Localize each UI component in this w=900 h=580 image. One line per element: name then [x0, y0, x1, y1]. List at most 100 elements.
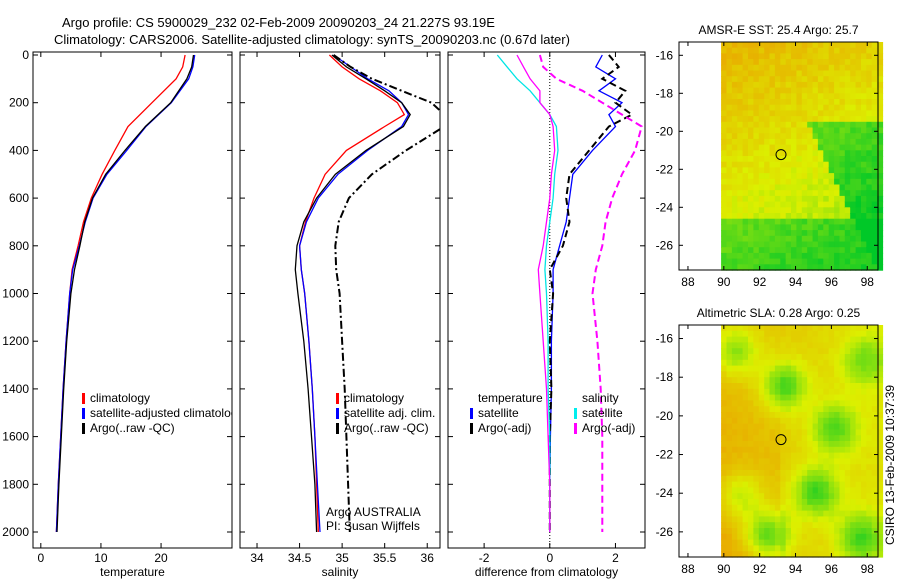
map-cell: [877, 167, 884, 174]
map-cell: [812, 487, 819, 494]
map-cell: [812, 528, 819, 535]
map-cell: [823, 258, 830, 265]
map-cell: [774, 528, 781, 535]
map-cell: [839, 230, 846, 237]
map-cell: [834, 93, 841, 100]
map-cell: [807, 81, 814, 89]
map-cell: [764, 156, 771, 163]
map-cell: [780, 224, 787, 231]
map-cell: [785, 377, 792, 384]
map-cell: [850, 218, 857, 226]
map-cell: [748, 406, 754, 413]
map-cell: [753, 510, 760, 517]
map-cell: [774, 400, 781, 407]
map-cell: [791, 235, 797, 243]
map-cell: [742, 201, 749, 208]
map-cell: [817, 516, 824, 523]
map-cell: [737, 394, 744, 401]
map-cell: [769, 330, 776, 338]
map-cell: [871, 133, 878, 140]
map-cell: [877, 116, 884, 123]
map-cell: [731, 551, 738, 558]
map-cell: [774, 213, 781, 220]
map-cell: [823, 161, 830, 169]
map-cell: [812, 121, 819, 129]
map-cell: [764, 330, 771, 338]
map-cell: [791, 252, 797, 260]
map-cell: [774, 330, 781, 338]
map-cell: [828, 161, 835, 169]
map-cell: [839, 446, 846, 454]
map-cell: [764, 417, 771, 425]
map-cell: [785, 258, 792, 265]
map-cell: [737, 336, 744, 343]
map-cell: [817, 201, 824, 208]
map-cell: [742, 533, 749, 541]
x-tick-label: 10: [94, 551, 108, 565]
map-cell: [877, 522, 884, 529]
map-cell: [817, 371, 824, 378]
map-cell: [726, 53, 733, 60]
map-cell: [861, 487, 867, 494]
map-cell: [731, 504, 738, 512]
map-cell: [855, 81, 862, 89]
map-cell: [850, 510, 857, 517]
map-cell: [834, 359, 841, 367]
map-cell: [866, 441, 873, 448]
map-cell: [801, 429, 808, 436]
map-cell: [737, 359, 744, 367]
map-cell: [866, 487, 873, 494]
map-cell: [828, 342, 835, 349]
map-cell: [871, 99, 878, 106]
map-cell: [796, 76, 803, 83]
map-cell: [844, 522, 851, 529]
map-cell: [871, 207, 878, 214]
map-cell: [769, 441, 776, 448]
map-cell: [823, 348, 830, 355]
map-cell: [834, 371, 841, 378]
map-cell: [817, 458, 824, 465]
map-cell: [828, 70, 835, 77]
map-cell: [877, 230, 884, 237]
map-cell: [807, 224, 814, 231]
map-cell: [721, 330, 728, 338]
map-cell: [737, 481, 744, 488]
map-cell: [871, 42, 878, 49]
map-cell: [801, 487, 808, 494]
map-cell: [748, 230, 754, 237]
map-cell: [871, 354, 878, 361]
map-cell: [812, 417, 819, 425]
map-cell: [861, 400, 867, 407]
map-cell: [753, 522, 760, 529]
map-cell: [850, 388, 857, 396]
map-cell: [796, 252, 803, 260]
map-cell: [796, 470, 803, 477]
map-cell: [850, 110, 857, 117]
map-cell: [721, 470, 728, 477]
map-cell: [834, 59, 841, 66]
map-cell: [812, 150, 819, 157]
x-tick-label: -2: [479, 551, 490, 565]
map-cell: [855, 167, 862, 174]
map-cell: [721, 247, 728, 254]
map-cell: [834, 330, 841, 338]
map-cell: [785, 127, 792, 134]
map-cell: [726, 365, 733, 372]
map-cell: [796, 400, 803, 407]
map-cell: [817, 195, 824, 203]
map-cell: [764, 173, 771, 180]
map-cell: [834, 264, 841, 271]
map-cell: [823, 264, 830, 271]
map-cell: [839, 241, 846, 248]
map-cell: [801, 121, 808, 129]
map-cell: [748, 539, 754, 546]
map-cell: [866, 235, 873, 243]
map-cell: [742, 383, 749, 390]
map-cell: [866, 218, 873, 226]
map-cell: [764, 499, 771, 506]
map-cell: [844, 144, 851, 151]
map-cell: [769, 81, 776, 89]
map-cell: [742, 354, 749, 361]
map-cell: [807, 452, 814, 459]
map-cell: [764, 93, 771, 100]
